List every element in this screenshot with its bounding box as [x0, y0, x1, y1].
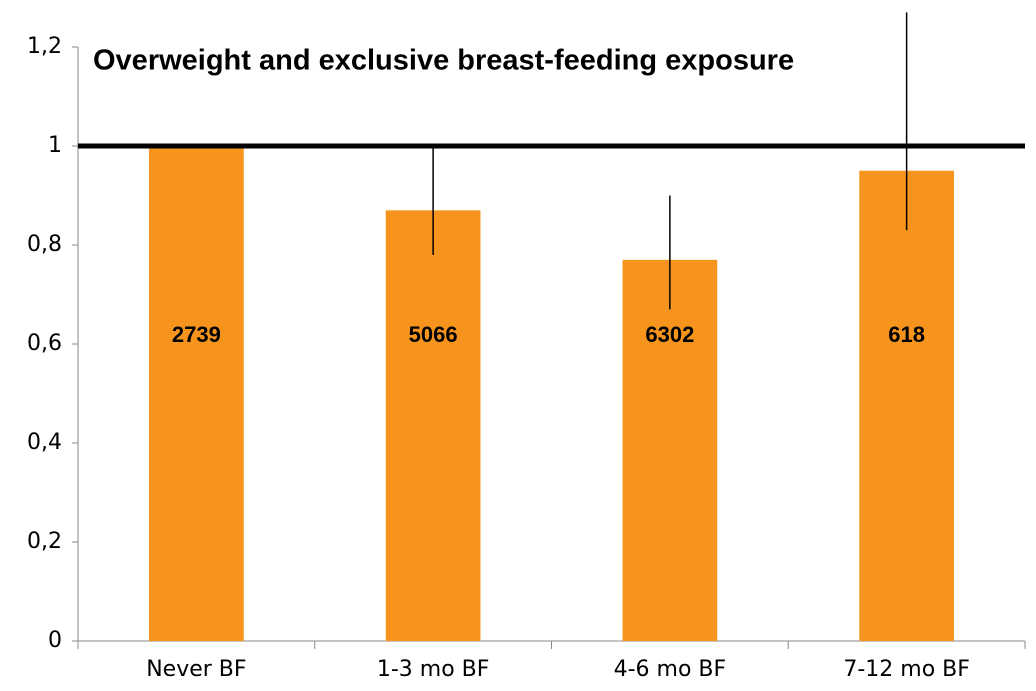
x-tick-label: 7-12 mo BF: [843, 657, 970, 682]
y-tick-label: 0,6: [27, 331, 62, 356]
bar: [622, 259, 718, 641]
y-tick-label: 0,4: [27, 430, 62, 455]
x-tick-label: Never BF: [146, 657, 246, 682]
sample-size-label: 5066: [409, 322, 458, 347]
y-tick-label: 0,8: [27, 232, 62, 257]
sample-size-label: 618: [888, 322, 925, 347]
y-tick-label: 0,2: [27, 529, 62, 554]
bar: [149, 146, 244, 641]
bar: [385, 210, 481, 641]
x-tick-label: 4-6 mo BF: [614, 657, 727, 682]
y-tick-label: 0: [48, 628, 62, 653]
x-tick-label: 1-3 mo BF: [377, 657, 490, 682]
y-tick-label: 1: [48, 133, 62, 158]
sample-size-label: 2739: [172, 322, 221, 347]
chart-title: Overweight and exclusive breast-feeding …: [93, 45, 794, 77]
y-tick-label: 1,2: [27, 34, 62, 59]
sample-size-label: 6302: [645, 322, 694, 347]
bar: [859, 170, 954, 641]
